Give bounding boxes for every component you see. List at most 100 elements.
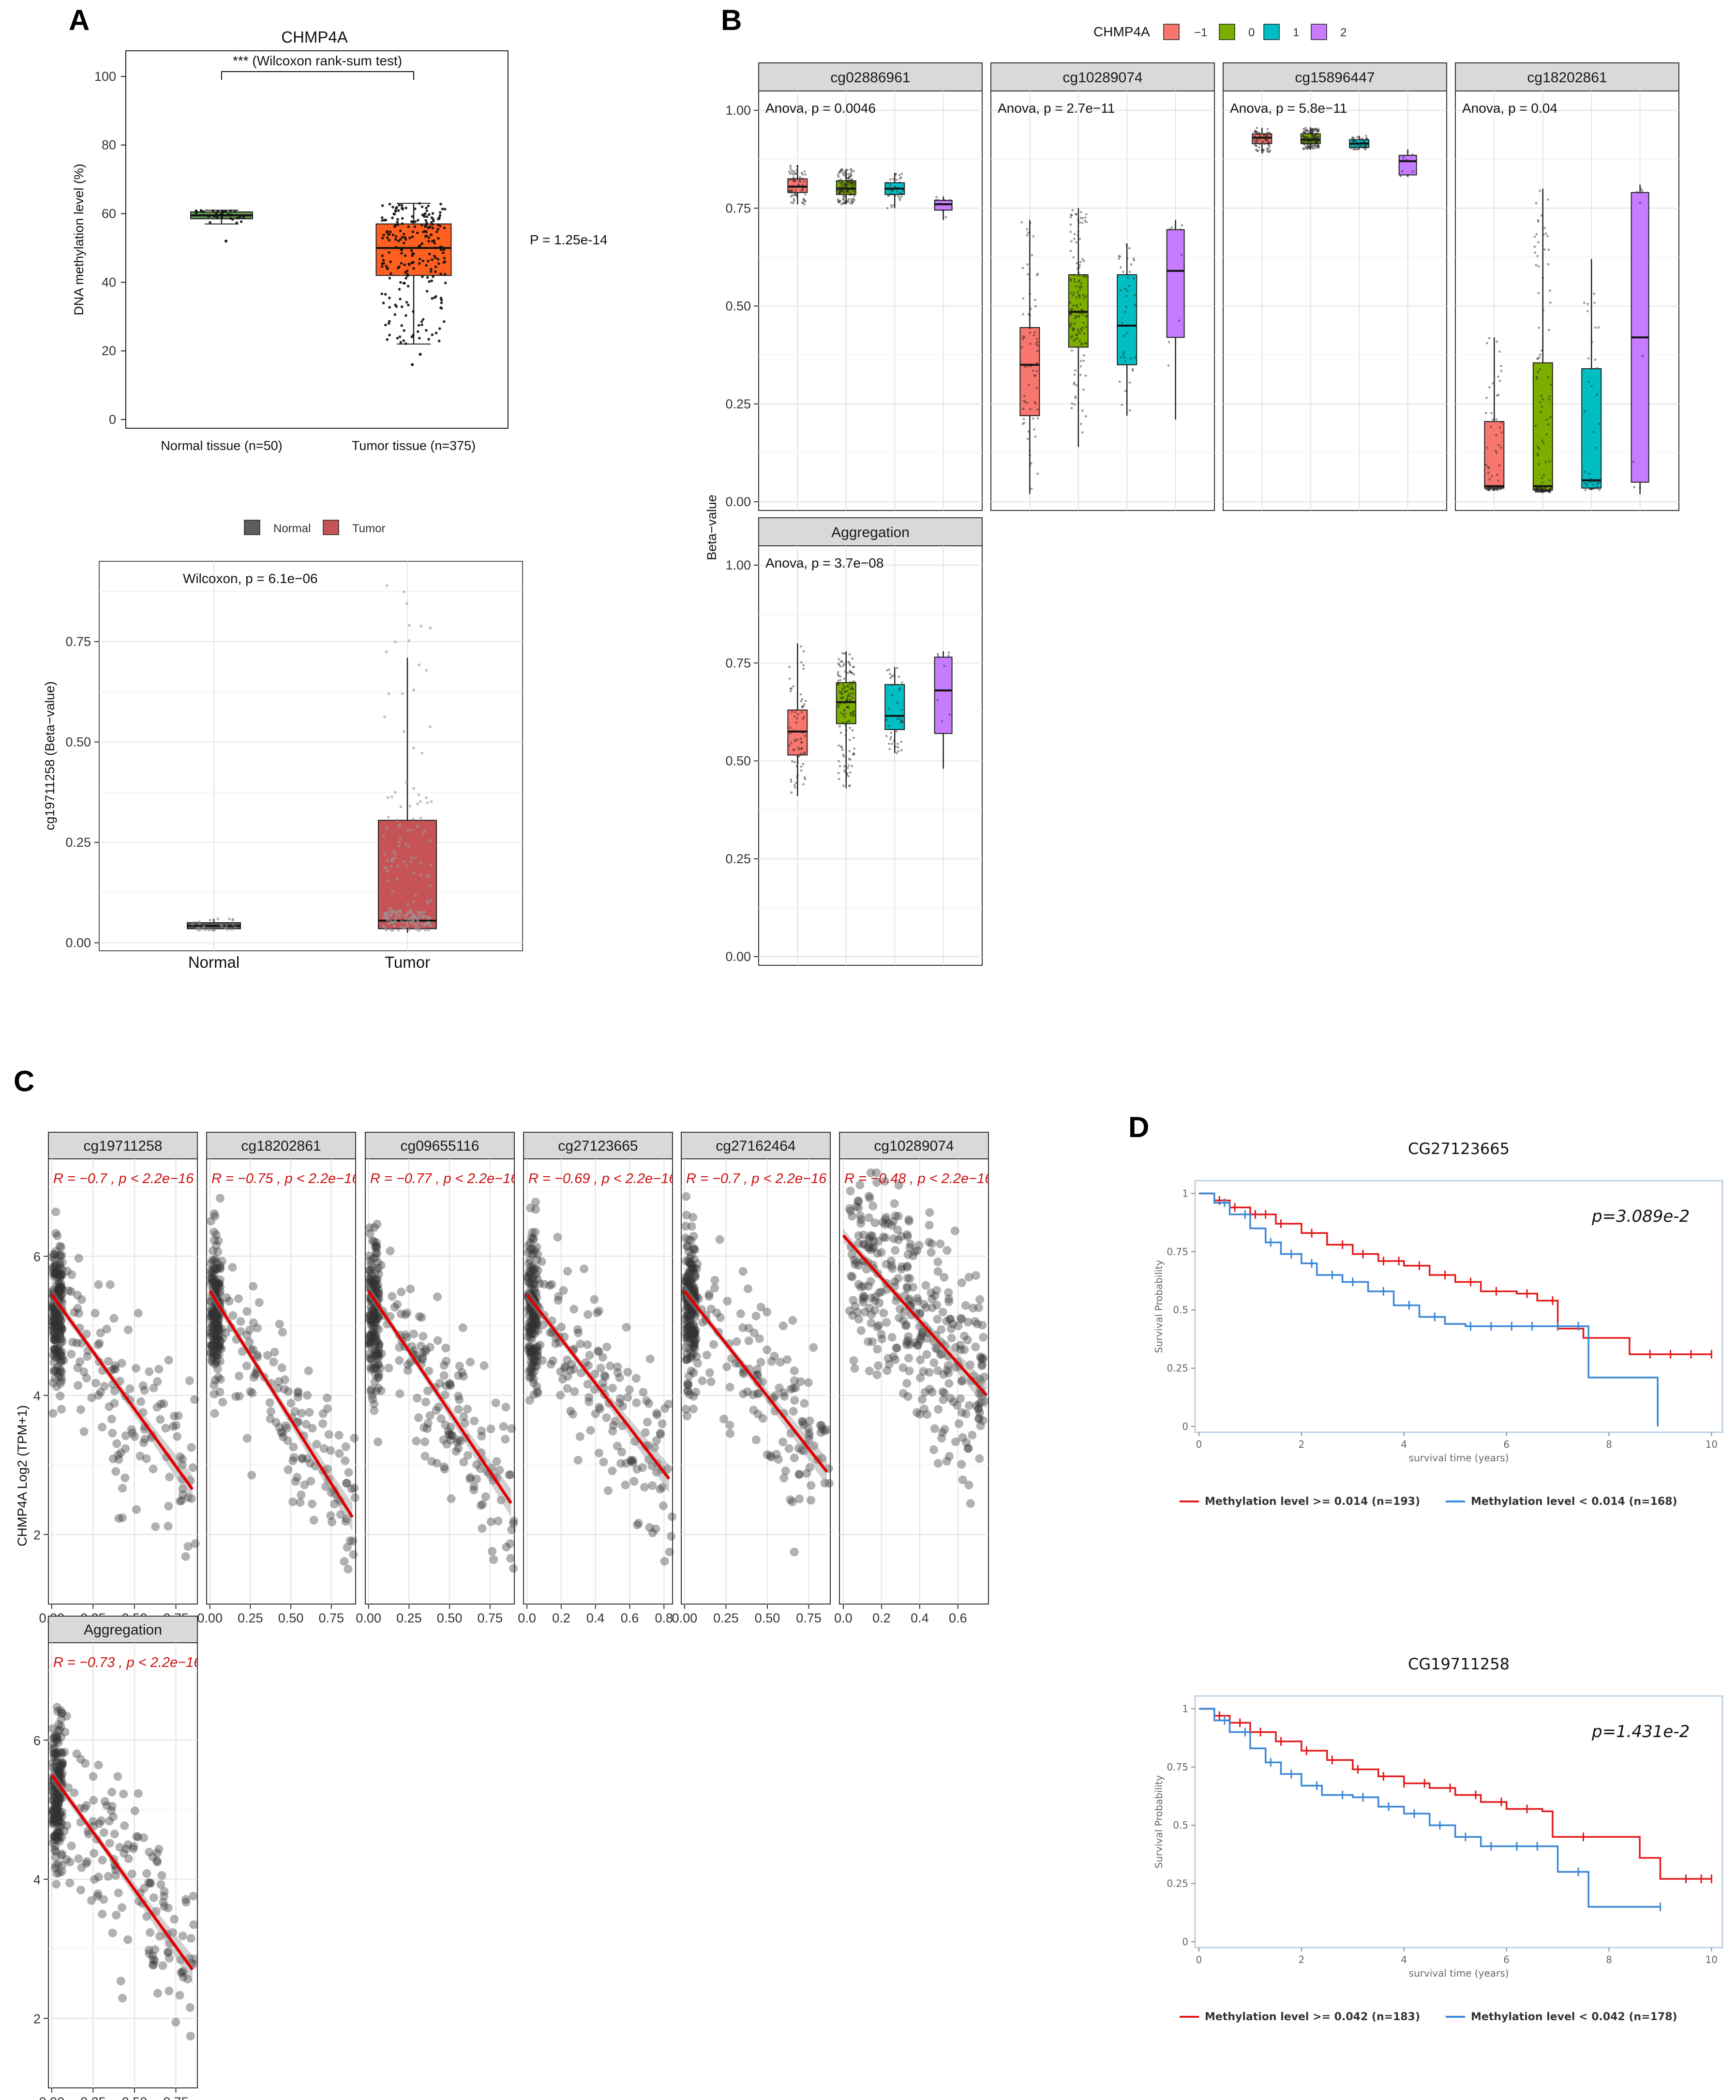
panel-c-point	[51, 1313, 60, 1322]
panel-c-point	[525, 1279, 534, 1288]
panel-c-point	[209, 1345, 218, 1354]
panel-a1-box-1-point	[381, 254, 384, 257]
panel-c-point	[347, 1485, 356, 1494]
panel-c-point	[465, 1357, 475, 1366]
panel-b-box-1-point	[1534, 424, 1537, 427]
panel-b-box-0-point	[800, 741, 803, 744]
panel-b-box-1-point	[851, 185, 854, 188]
panel-c-point	[386, 1246, 395, 1256]
panel-b-box-0-point	[791, 189, 793, 192]
panel-c-point	[286, 1398, 296, 1408]
panel-b-box-1-point	[1534, 487, 1537, 490]
panel-b-box-1-point	[850, 692, 852, 695]
panel-c-point	[420, 1437, 430, 1446]
panel-b-box-1-point	[1073, 403, 1076, 406]
panel-b-box-1-point	[846, 181, 849, 184]
panel-c-point	[54, 1285, 63, 1294]
panel-b-box-0-point	[1257, 136, 1260, 139]
panel-b-box-0-point	[788, 744, 791, 747]
panel-b-box-1-point	[1084, 295, 1087, 298]
panel-b-box-1-point	[1306, 143, 1309, 146]
panel-c: CHMP4A Log2 (TPM+1) cg197112582460.000.2…	[15, 1132, 989, 2100]
panel-c-point	[573, 1455, 583, 1465]
panel-c-point	[48, 1350, 58, 1360]
panel-b-box-1-point	[847, 186, 850, 189]
panel-b-box-2-point	[1361, 137, 1363, 140]
panel-b-box-0-point	[802, 705, 805, 707]
panel-b-box-1-point	[845, 773, 848, 776]
panel-b-box-2-point	[1598, 422, 1601, 425]
panel-a2-point-tumor	[412, 914, 415, 917]
panel-c-point	[55, 1258, 64, 1267]
panel-c-point	[440, 1465, 449, 1474]
panel-c-point	[756, 1303, 765, 1312]
panel-a2-point-tumor	[403, 590, 406, 594]
panel-b-box-1-point	[841, 172, 844, 175]
panel-b-box-2-point	[1589, 487, 1591, 490]
panel-a1-box-1-point	[418, 257, 421, 261]
panel-c-point	[51, 1305, 60, 1314]
panel-b-box-2-point	[1365, 137, 1368, 140]
panel-b-box-2-point	[897, 746, 899, 749]
panel-c-point	[698, 1376, 707, 1385]
panel-c-point	[744, 1323, 753, 1333]
panel-b-box-0-point	[789, 690, 792, 692]
panel-a2-point-tumor	[382, 916, 386, 919]
panel-b-box-1-point	[1311, 134, 1313, 137]
panel-a1-box-1-point	[431, 212, 434, 215]
panel-b-box-2-point	[1590, 385, 1593, 388]
panel-b-box-1-point	[838, 682, 840, 685]
panel-c-point	[977, 1360, 987, 1369]
panel-b-box-1-point	[1077, 328, 1079, 331]
panel-b-box-0-point	[795, 721, 798, 724]
panel-c-point	[91, 1379, 100, 1388]
panel-c-point	[151, 1522, 160, 1531]
panel-b-box-0-box	[1252, 133, 1272, 144]
panel-c-point	[370, 1364, 379, 1373]
panel-b-box-0-point	[1500, 421, 1503, 424]
panel-c-point	[925, 1220, 934, 1230]
panel-b-box-1-point	[847, 177, 850, 180]
panel-b-box-2-point	[1593, 301, 1596, 304]
panel-b-box-2-point	[1122, 270, 1124, 273]
panel-c-point	[134, 1308, 143, 1318]
panel-c-point	[645, 1354, 655, 1364]
panel-b-box-1-point	[1077, 280, 1080, 283]
panel-b-box-1-point	[1307, 132, 1310, 135]
panel-b-box-0-point	[792, 202, 795, 205]
panel-b-box-0-point	[795, 169, 798, 172]
panel-c-point	[883, 1366, 892, 1375]
panel-b-box-1-point	[1312, 129, 1315, 132]
panel-a2-point-tumor	[395, 911, 398, 914]
panel-a1-box-1-point	[399, 247, 403, 251]
panel-c-point	[901, 1321, 911, 1331]
panel-c-point	[365, 1274, 374, 1283]
panel-c-point	[140, 1435, 150, 1444]
panel-c-point	[210, 1271, 219, 1280]
panel-a1-box-1-point	[403, 263, 406, 266]
panel-a1-box-1-point	[398, 335, 402, 338]
panel-c-point	[933, 1459, 943, 1468]
panel-c-point	[214, 1344, 223, 1353]
panel-a2-point-tumor	[386, 870, 389, 873]
panel-a1-box-1-point	[402, 241, 405, 245]
panel-b-box-1-point	[1315, 142, 1317, 145]
panel-a1-box-1-point	[406, 274, 409, 277]
panel-b-box-0-point	[1267, 140, 1270, 143]
panel-b-box-1-point	[848, 662, 851, 665]
panel-b-box-0-point	[1027, 430, 1030, 433]
panel-b-box-0-point	[793, 199, 795, 202]
panel-b-box-1-point	[848, 784, 851, 787]
panel-b-box-1-point	[1085, 342, 1088, 345]
panel-c-point	[52, 1365, 61, 1375]
panel-a2-point-tumor	[420, 751, 423, 755]
panel-b-box-1-point	[1308, 129, 1311, 132]
panel-a1-box-1-point	[427, 240, 430, 243]
panel-c-point	[51, 1260, 60, 1269]
panel-b-box-2-point	[1587, 480, 1590, 482]
panel-d-title: CG27123665	[1408, 1140, 1510, 1158]
panel-b-box-0-point	[1495, 434, 1497, 436]
panel-b-box-1-point	[838, 186, 841, 189]
panel-c-point	[171, 2018, 180, 2027]
panel-b-box-1-point	[1073, 327, 1076, 330]
